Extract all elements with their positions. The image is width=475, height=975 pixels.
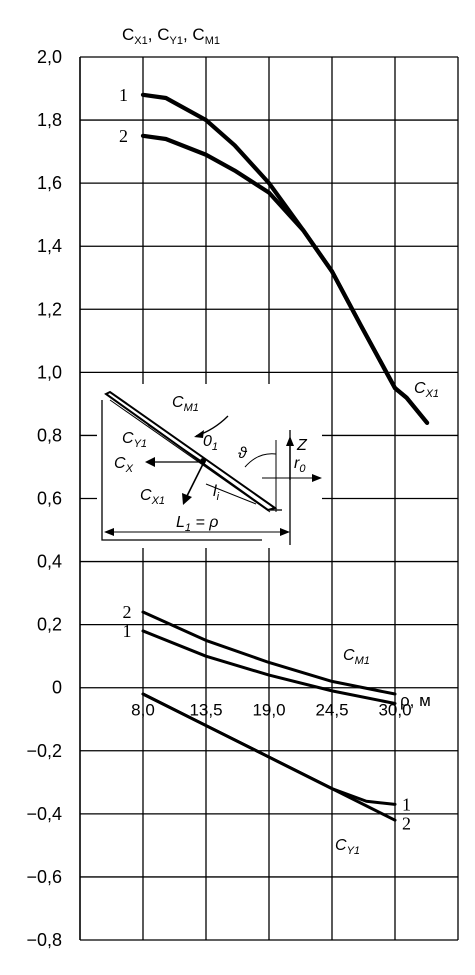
x-tick-label: 19,0 [252, 701, 285, 720]
y-tick-label: 0,8 [37, 425, 62, 445]
series-cm1-2 [141, 610, 397, 696]
inset-l1-arrow-right [280, 528, 290, 536]
inset-cy1: CY1 [122, 430, 147, 450]
y-tick-label: 1,0 [37, 362, 62, 382]
curve-number-label: 1 [119, 85, 128, 105]
inset-frame [101, 400, 262, 541]
y-tick-label: −0,4 [26, 804, 62, 824]
inset-theta: ϑ [238, 445, 248, 462]
cm1-label: CM1 [343, 647, 370, 667]
inset-o1: 01 [203, 433, 218, 453]
series-group [140, 92, 430, 822]
inset-cm1: CM1 [172, 394, 199, 414]
inset-diagram: CM1 CY1 01 ϑ Z r0 CX CX1 li L1 = ρ [97, 384, 322, 548]
inset-li-line [205, 483, 257, 505]
curve-number-label: 2 [122, 602, 131, 622]
x-axis-label: ρ, м [400, 691, 431, 710]
inset-l1: L1 = ρ [176, 514, 218, 534]
inset-r0: r0 [294, 455, 306, 475]
x-tick-label: 24,5 [315, 701, 348, 720]
y-tick-label: 0,4 [37, 552, 62, 572]
cx1-label: CX1 [414, 380, 439, 400]
y-tick-label: 0,6 [37, 489, 62, 509]
y-tick-label: 0,2 [37, 615, 62, 635]
inset-cx-arrowhead [145, 457, 155, 467]
series-cx1-2 [140, 133, 430, 425]
y-tick-labels: 2,0 1,8 1,6 1,4 1,2 1,0 0,8 0,6 0,4 0,2 0 −0,2 −0,4 −… [26, 47, 62, 950]
inset-background [97, 384, 322, 548]
inset-z-arrowhead [286, 436, 294, 446]
inset-li: li [213, 483, 220, 503]
inset-cy1-arrow [147, 424, 201, 461]
x-tick-label: 30,0 [378, 701, 411, 720]
cy1-label: CY1 [335, 837, 360, 857]
inset-angle-arc [244, 453, 277, 468]
series-cm1-1 [141, 629, 397, 705]
y-tick-label: −0,6 [26, 867, 62, 887]
curve-number-label: 2 [119, 126, 128, 146]
inset-cx1-arrowhead [182, 493, 192, 505]
inset-r0-arrowhead [312, 474, 322, 482]
inset-moment-arrowhead [194, 430, 204, 438]
series-cx1-1 [140, 92, 430, 425]
inset-blade-midline [109, 399, 271, 513]
y-tick-label: 0 [52, 678, 62, 698]
y-tick-label: 1,8 [37, 110, 62, 130]
inset-cx1-arrow [185, 461, 205, 499]
inset-cx1: CX1 [140, 487, 165, 507]
curve-number-label: 2 [402, 813, 411, 833]
y-tick-label: 1,2 [37, 299, 62, 319]
y-tick-label: −0,2 [26, 741, 62, 761]
x-tick-label: 13,5 [189, 701, 222, 720]
inset-center-point [200, 458, 206, 464]
y-tick-label: 2,0 [37, 47, 62, 67]
y-tick-label: 1,6 [37, 173, 62, 193]
y-tick-label: −0,8 [26, 930, 62, 950]
inset-blade [104, 390, 278, 512]
series-cy1-2 [141, 692, 397, 822]
y-axis-label: CX1, CY1, CM1 [122, 25, 220, 47]
y-tick-label: 1,4 [37, 236, 62, 256]
x-tick-label: 8,0 [131, 701, 155, 720]
inset-cx: CX [114, 455, 134, 475]
x-tick-labels: 8,0 13,5 19,0 24,5 30,0 [131, 701, 411, 720]
curve-number-label: 1 [402, 794, 411, 814]
inset-l1-arrow-left [104, 528, 114, 536]
curve-number-label: 1 [122, 621, 131, 641]
inset-z: Z [296, 437, 308, 454]
